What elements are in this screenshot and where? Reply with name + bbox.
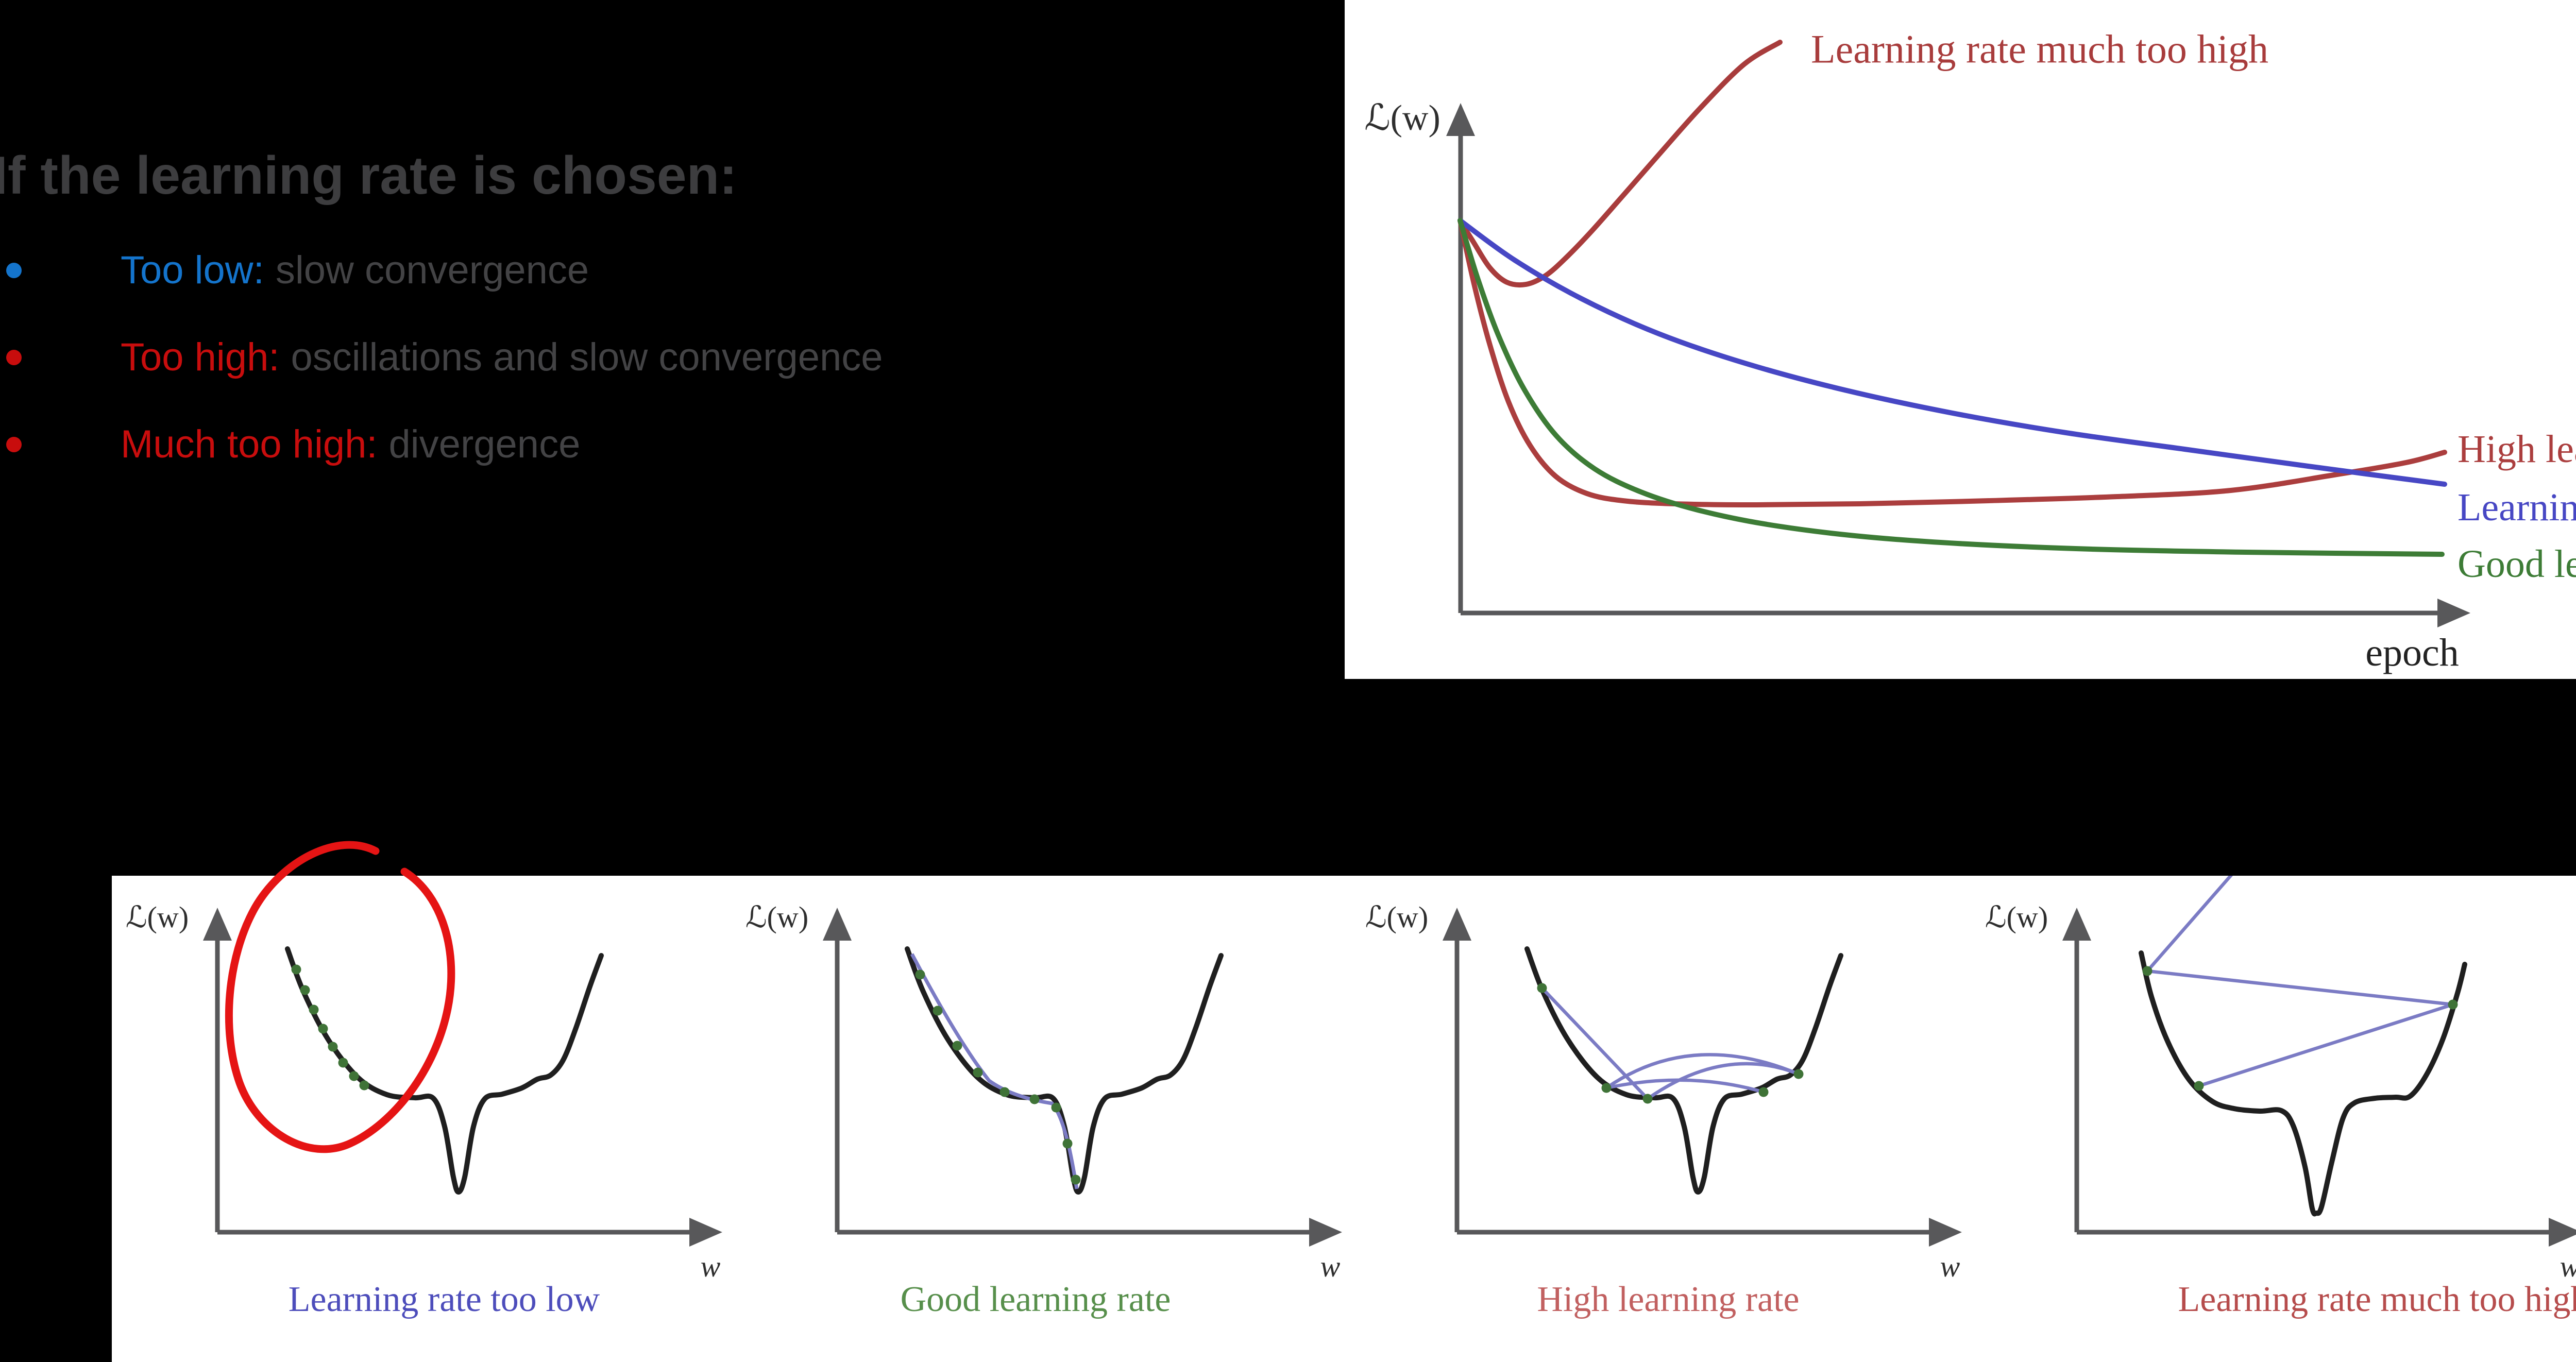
curve-learning-rate-too-low (1458, 218, 2447, 487)
x-axis-label: w (1940, 1250, 1960, 1283)
iterate-dot (933, 1006, 943, 1016)
y-axis-label: ℒ(w) (1985, 900, 2048, 934)
bullet-lead: Too low: (121, 248, 264, 292)
curve-learning-rate-much-too-high (1458, 40, 1783, 288)
curve-high-learning-rate (1458, 218, 2447, 508)
curve-label: Good learning rate (2458, 542, 2576, 586)
bullet-marker-icon (6, 349, 22, 365)
bullet-item: Too high: oscillations and slow converge… (0, 314, 883, 401)
y-axis-label: ℒ(w) (1364, 98, 1440, 138)
iterate-dot (1642, 1094, 1653, 1104)
iterate-dot (1793, 1069, 1804, 1079)
curve-label: High learning rate (2458, 428, 2576, 471)
bullet-item: Much too high: divergence (0, 401, 883, 488)
curve-label: Learning rate too low (2458, 486, 2576, 529)
iterate-dot (2142, 966, 2153, 976)
bullet-marker-icon (6, 262, 22, 278)
bullet-item: Too low: slow convergence (0, 227, 883, 314)
x-axis-label: w (701, 1250, 721, 1283)
y-axis-label: ℒ(w) (745, 900, 808, 934)
iterate-dot (291, 964, 301, 975)
loss-landscape-curve (285, 946, 604, 1195)
iterate-dot (338, 1058, 348, 1068)
iterate-dot (1537, 983, 1547, 993)
iterate-dot (973, 1067, 983, 1078)
mini-plot-lr-too-low: ℒ(w) w Learning rate too low (126, 841, 722, 1319)
iterate-dot (999, 1087, 1010, 1097)
mini-plot-good-lr: ℒ(w) w Good learning rate (745, 900, 1342, 1319)
loss-landscape-curve (905, 946, 1224, 1195)
loss-landscape-curve (1524, 946, 1843, 1195)
iterate-dot (1029, 1094, 1040, 1104)
descent-trajectory-segment (1540, 986, 1649, 1100)
bullet-lead: Too high: (121, 335, 280, 379)
iterate-dot (349, 1071, 359, 1081)
mini-plot-label: Learning rate too low (289, 1280, 600, 1319)
x-axis-label: w (2560, 1250, 2576, 1283)
mini-plot-label: Good learning rate (901, 1280, 1171, 1319)
iterate-dot (2448, 999, 2458, 1010)
x-axis-label: w (1320, 1250, 1341, 1283)
bullet-list: Too low: slow convergence Too high: osci… (0, 227, 883, 488)
iterate-dot (328, 1042, 338, 1052)
iterate-dot (318, 1024, 328, 1034)
mini-plot-label: High learning rate (1537, 1280, 1799, 1319)
iterate-dot (359, 1080, 369, 1091)
iterate-dot (1062, 1138, 1073, 1149)
bullet-marker-icon (6, 436, 22, 452)
iterate-dot (1071, 1174, 1081, 1185)
x-axis-label: epoch (2365, 631, 2459, 674)
descent-trajectory-segment (1605, 1053, 1800, 1089)
mini-plot-high-lr: ℒ(w) w High learning rate (1365, 900, 1962, 1319)
bullet-lead: Much too high: (121, 422, 378, 466)
iterate-dot (300, 985, 310, 995)
descent-trajectory-segment (2146, 876, 2233, 973)
iterate-dot (309, 1005, 319, 1015)
iterate-dot (915, 969, 925, 980)
descent-trajectory-segment (1606, 1078, 1764, 1094)
curve-label: Learning rate much too high (1811, 27, 2268, 72)
descent-trajectory-segment (2198, 1002, 2453, 1088)
bullet-text: oscillations and slow convergence (291, 335, 883, 379)
curve-good-learning-rate (1458, 218, 2445, 557)
bullet-text: slow convergence (275, 248, 589, 292)
page-title: If the learning rate is chosen: (0, 146, 737, 206)
loss-vs-epoch-figure: ℒ(w) epoch Learning rate much too high High… (1345, 0, 2576, 679)
loss-vs-epoch-chart: ℒ(w) epoch Learning rate much too high High… (1364, 27, 2576, 675)
iterate-dot (1601, 1083, 1612, 1093)
iterate-dot (1758, 1087, 1769, 1097)
descent-trajectory-segment (2147, 969, 2453, 1007)
loss-landscape-figure: ℒ(w) w Learning rate too low ℒ(w) w Good lea… (112, 841, 2576, 1362)
y-axis-label: ℒ(w) (1365, 900, 1428, 934)
iterate-dot (1051, 1102, 1061, 1113)
iterate-dot (952, 1041, 962, 1051)
bullet-text: divergence (388, 422, 581, 466)
y-axis-label: ℒ(w) (126, 900, 189, 934)
mini-plot-label: Learning rate much too high (2178, 1280, 2576, 1319)
red-ellipse-annotation (225, 841, 455, 1153)
descent-trajectory (910, 953, 1079, 1189)
loss-landscape-curve (2139, 950, 2467, 1217)
iterate-dot (2194, 1081, 2204, 1091)
